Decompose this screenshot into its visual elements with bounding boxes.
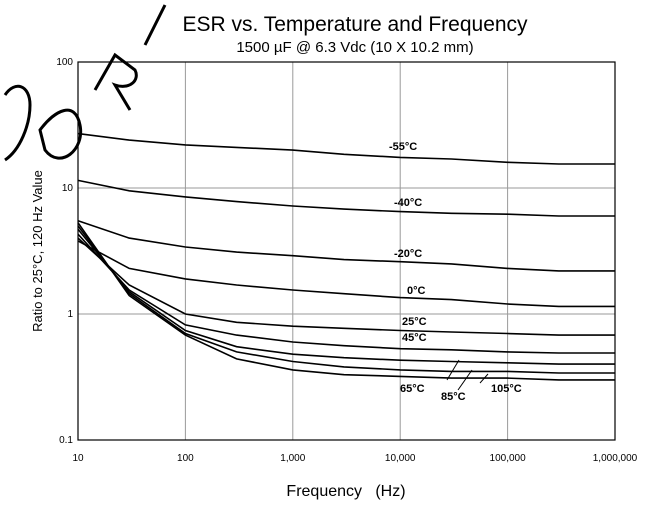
series-line-20c: [77, 219, 615, 272]
x-tick-label: 100: [177, 453, 194, 464]
series-label-105c: 105°C: [491, 383, 522, 395]
label-leader-lines: [446, 359, 489, 391]
plot-frame: [77, 61, 616, 441]
series-line-65c: [77, 228, 615, 365]
series-label-55c: -55°C: [389, 141, 417, 153]
y-tick-label: 10: [62, 183, 74, 194]
y-axis-label: Ratio to 25°C, 120 Hz Value: [30, 170, 45, 332]
series-label-25c: 25°C: [402, 316, 427, 328]
series-labels: -55°C -40°C -20°C 0°C 25°C 45°C 65°C 85°C 105°C: [389, 141, 522, 403]
x-tick-label: 10: [72, 453, 84, 464]
series-label-65c: 65°C: [400, 383, 425, 395]
series-label-20c: -20°C: [394, 248, 422, 260]
series-line-40c: [77, 179, 615, 217]
series-line-55c: [77, 132, 615, 165]
y-tick-labels: 0.1 1 10 100: [56, 57, 73, 446]
series-line-45c: [77, 233, 615, 354]
x-tick-label: 10,000: [385, 453, 416, 464]
series-line-85c: [77, 225, 615, 374]
x-tick-label: 100,000: [490, 453, 527, 464]
series-line-0c: [77, 240, 615, 308]
series-label-85c: 85°C: [441, 391, 466, 403]
y-tick-label: 0.1: [59, 435, 73, 446]
leader-105c: [479, 373, 489, 384]
series-line-25c: [77, 237, 615, 336]
chart-subtitle: 1500 µF @ 6.3 Vdc (10 X 10.2 mm): [236, 39, 473, 56]
x-tick-label: 1,000: [280, 453, 305, 464]
series-label-0c: 0°C: [407, 285, 426, 297]
series-layer: [77, 132, 615, 381]
series-label-45c: 45°C: [402, 332, 427, 344]
leader-65c: [446, 359, 460, 381]
y-tick-label: 1: [67, 309, 73, 320]
chart-title: ESR vs. Temperature and Frequency: [182, 13, 528, 36]
series-label-40c: -40°C: [394, 197, 422, 209]
leader-85c: [457, 369, 473, 391]
x-tick-labels: 10 100 1,000 10,000 100,000 1,000,000: [72, 453, 637, 464]
y-tick-label: 100: [56, 57, 73, 68]
watermark-stamp: [3, 4, 167, 162]
x-tick-label: 1,000,000: [593, 453, 638, 464]
x-axis-label: Frequency (Hz): [286, 483, 405, 500]
series-line-105c: [77, 222, 615, 381]
